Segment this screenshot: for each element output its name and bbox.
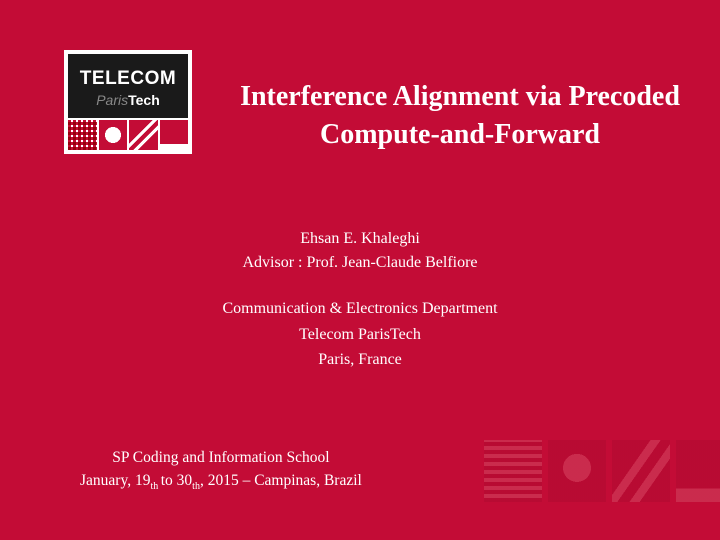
telecom-paristech-logo: TELECOM ParisTech [64, 50, 192, 154]
logo-text-tech: Tech [128, 92, 160, 108]
affiliation-block: Communication & Electronics Department T… [0, 296, 720, 373]
footer-line-2: January, 19th to 30th, 2015 – Campinas, … [80, 469, 362, 494]
decor-block-4 [676, 440, 720, 502]
footer-line-1: SP Coding and Information School [80, 446, 362, 469]
decor-block-2 [548, 440, 606, 502]
title-line-2: Compute-and-Forward [200, 116, 720, 154]
logo-pattern-row [68, 118, 188, 150]
logo-text-paris: Paris [96, 92, 128, 108]
title-line-1: Interference Alignment via Precoded [240, 81, 680, 112]
decor-blocks [484, 440, 720, 502]
affiliation-dept: Communication & Electronics Department [0, 296, 720, 322]
logo-pattern-1 [68, 120, 97, 150]
logo-pattern-3 [129, 120, 158, 150]
footer-date-c: , 2015 – Campinas, Brazil [200, 472, 362, 489]
footer-date-a: January, 19 [80, 472, 150, 489]
author-block: Ehsan E. Khaleghi Advisor : Prof. Jean-C… [0, 227, 720, 275]
footer-ord-2: th [192, 481, 200, 492]
decor-block-3 [612, 440, 670, 502]
logo-text-paristech: ParisTech [76, 92, 180, 108]
logo-pattern-2 [99, 120, 128, 150]
slide-title: Interference Alignment via Precoded Comp… [200, 78, 720, 154]
footer-event: SP Coding and Information School January… [80, 446, 362, 494]
decor-block-1 [484, 440, 542, 502]
affiliation-location: Paris, France [0, 347, 720, 373]
author-name: Ehsan E. Khaleghi [0, 227, 720, 251]
footer-ord-1: th [150, 481, 160, 492]
logo-top: TELECOM ParisTech [68, 54, 188, 118]
footer-date-b: to 30 [161, 472, 192, 489]
logo-pattern-4 [160, 120, 189, 150]
advisor-line: Advisor : Prof. Jean-Claude Belfiore [0, 251, 720, 275]
affiliation-org: Telecom ParisTech [0, 322, 720, 348]
logo-text-telecom: TELECOM [76, 68, 180, 90]
